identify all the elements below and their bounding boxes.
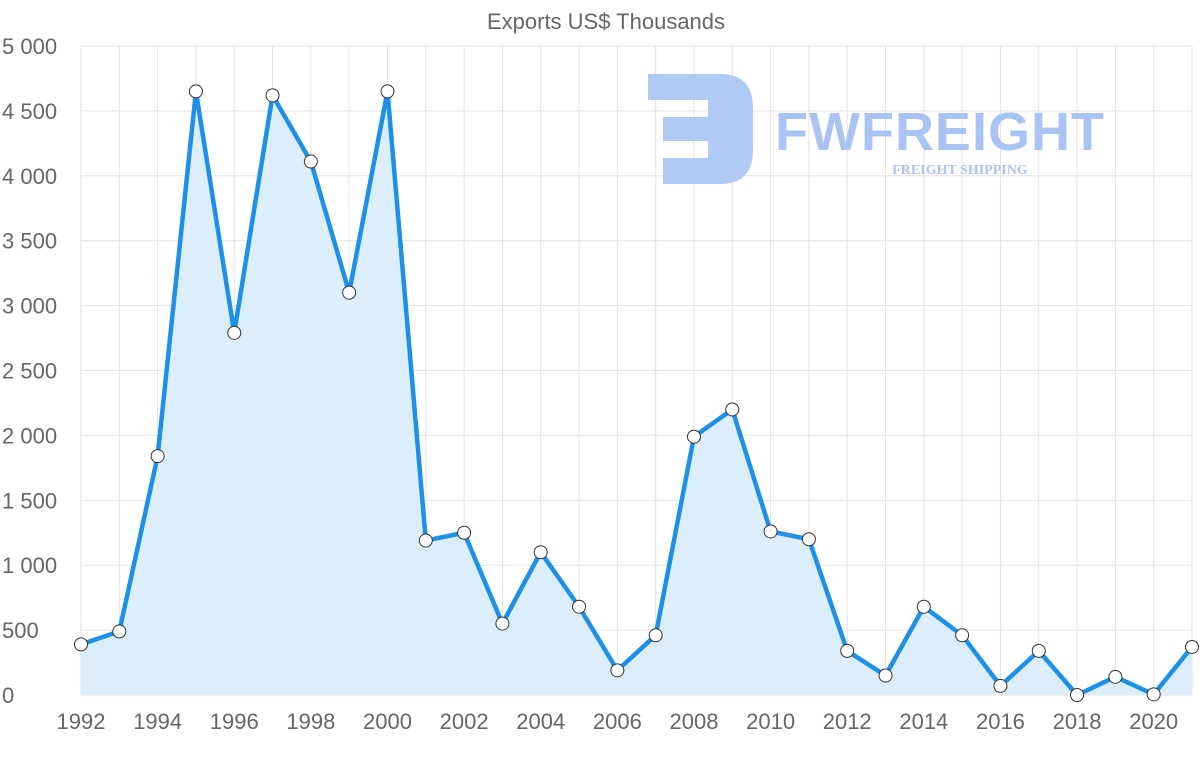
data-point bbox=[801, 532, 816, 547]
data-point bbox=[993, 678, 1008, 693]
y-tick-label: 1 000 bbox=[2, 553, 57, 578]
y-tick-label: 3 000 bbox=[2, 294, 57, 319]
y-axis: 0 500 1 000 1 500 2 000 2 500 3 000 3 500 4 000 4… bbox=[2, 34, 57, 708]
data-point bbox=[303, 154, 318, 169]
chart-title: Exports US$ Thousands bbox=[487, 9, 725, 34]
x-tick-label: 1992 bbox=[57, 709, 106, 734]
x-tick-label: 1996 bbox=[210, 709, 259, 734]
data-point bbox=[572, 599, 587, 614]
data-point bbox=[1108, 669, 1123, 684]
x-tick-label: 2006 bbox=[593, 709, 642, 734]
data-point bbox=[495, 616, 510, 631]
data-point bbox=[648, 628, 663, 643]
y-tick-label: 5 000 bbox=[2, 34, 57, 59]
data-point bbox=[418, 533, 433, 548]
data-point bbox=[342, 285, 357, 300]
data-point bbox=[227, 325, 242, 340]
data-point bbox=[380, 84, 395, 99]
x-tick-label: 2020 bbox=[1129, 709, 1178, 734]
data-point bbox=[840, 643, 855, 658]
data-point bbox=[610, 663, 625, 678]
data-point bbox=[763, 524, 778, 539]
x-tick-label: 2016 bbox=[976, 709, 1025, 734]
y-tick-label: 2 000 bbox=[2, 423, 57, 448]
watermark-logo-mark bbox=[648, 74, 753, 184]
series-line bbox=[80, 89, 1194, 698]
y-tick-label: 4 000 bbox=[2, 164, 57, 189]
x-tick-label: 1994 bbox=[133, 709, 182, 734]
series-area-fill bbox=[81, 91, 1192, 696]
y-tick-label: 4 500 bbox=[2, 99, 57, 124]
x-tick-label: 2010 bbox=[746, 709, 795, 734]
y-tick-label: 2 500 bbox=[2, 359, 57, 384]
y-tick-label: 0 bbox=[2, 683, 14, 708]
data-point bbox=[457, 525, 472, 540]
data-point bbox=[878, 668, 893, 683]
data-point bbox=[112, 624, 127, 639]
data-point bbox=[916, 599, 931, 614]
y-tick-label: 1 500 bbox=[2, 488, 57, 513]
x-tick-label: 2014 bbox=[899, 709, 948, 734]
data-point bbox=[725, 402, 740, 417]
x-tick-label: 1998 bbox=[286, 709, 335, 734]
y-tick-label: 500 bbox=[2, 618, 39, 643]
x-axis: 1992 1994 1996 1998 2000 2002 2004 2006 2008 2010… bbox=[57, 709, 1179, 734]
data-point bbox=[150, 449, 165, 464]
data-point bbox=[74, 637, 88, 652]
x-tick-label: 2012 bbox=[823, 709, 872, 734]
data-point bbox=[686, 429, 701, 444]
data-points bbox=[74, 84, 1199, 702]
data-point bbox=[188, 84, 203, 99]
watermark-logo: FWFREIGHT FREIGHT SHIPPING bbox=[648, 74, 1105, 184]
y-tick-label: 3 500 bbox=[2, 229, 57, 254]
x-tick-label: 2008 bbox=[669, 709, 718, 734]
data-point bbox=[533, 545, 548, 560]
x-tick-label: 2002 bbox=[440, 709, 489, 734]
data-point bbox=[1070, 688, 1085, 702]
data-point bbox=[1031, 643, 1046, 658]
data-point bbox=[1185, 639, 1199, 654]
x-tick-label: 2018 bbox=[1053, 709, 1102, 734]
data-point bbox=[955, 628, 970, 643]
x-tick-label: 2004 bbox=[516, 709, 565, 734]
watermark-tagline: FREIGHT SHIPPING bbox=[892, 163, 1028, 178]
data-point bbox=[265, 88, 280, 103]
data-point bbox=[1146, 687, 1161, 702]
x-tick-label: 2000 bbox=[363, 709, 412, 734]
watermark-name: FWFREIGHT bbox=[775, 102, 1105, 162]
